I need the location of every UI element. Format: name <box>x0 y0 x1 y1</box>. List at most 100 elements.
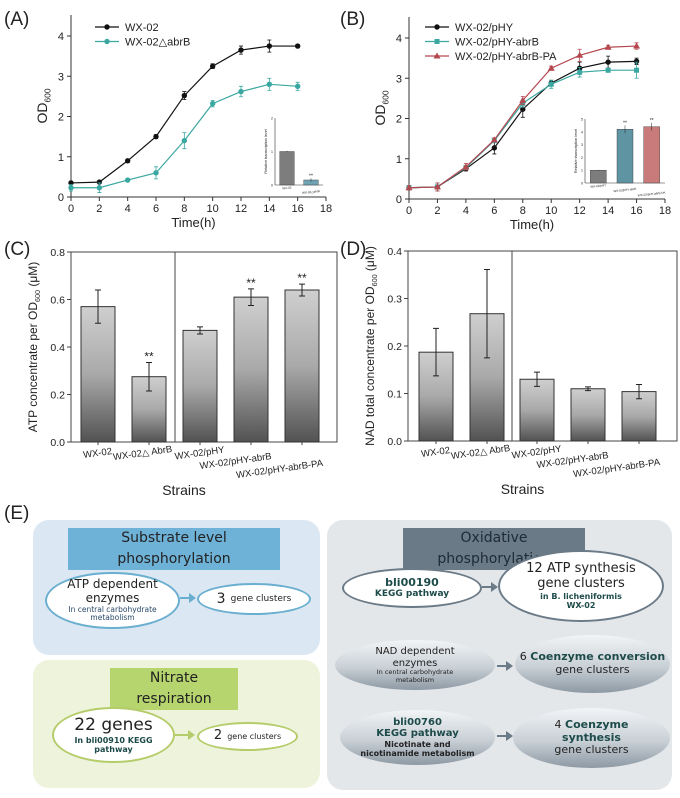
y-tick-label: 3 <box>396 73 402 85</box>
y-tick-label: 0.2 <box>50 390 65 402</box>
error-bar <box>95 289 101 324</box>
data-point <box>153 170 159 176</box>
y-tick-label: 0.3 <box>387 294 402 306</box>
cluster-text: gene clusters <box>230 593 292 604</box>
y-tick-label: 0.2 <box>387 341 402 353</box>
data-point <box>104 38 110 45</box>
data-point <box>434 24 440 30</box>
arrow-icon <box>175 730 195 740</box>
coenzyme-synthesis-label: Coenzyme synthesis <box>562 718 629 744</box>
inset-tick-label: 0 <box>581 182 583 186</box>
panel-label-c: (C) <box>4 239 30 260</box>
error-bar <box>534 371 540 387</box>
data-point <box>181 137 188 144</box>
inset-bar <box>643 126 660 184</box>
bar <box>621 391 657 442</box>
y-tick-label: 2 <box>396 114 402 126</box>
x-tick-label: 0 <box>68 203 74 215</box>
bar <box>519 378 555 442</box>
chart-d: 0.0 0.1 0.2 0.3 0.4 NAD total concentrate per… <box>363 246 678 497</box>
panel-label-d: (D) <box>340 239 366 260</box>
inset-y-label: Relative transcription level <box>574 129 578 173</box>
genes-sub: In bli00910 KEGG pathway <box>74 735 153 754</box>
arrow-icon <box>497 661 513 671</box>
inset-category-label: WX-02 <box>282 186 292 191</box>
error-bar <box>197 326 203 335</box>
x-axis-label: Strains <box>501 481 545 497</box>
nitrate-genes-ellipse: 22 genes In bli00910 KEGG pathway <box>52 707 175 763</box>
inset-tick-label: 4 <box>581 130 583 134</box>
bli00190-ellipse: bli00190 KEGG pathway <box>342 568 482 608</box>
error-bar <box>248 288 254 306</box>
data-point <box>547 64 555 71</box>
y-axis-label: OD600 <box>372 90 391 125</box>
count: 4 <box>554 718 562 732</box>
x-axis-label: Time(h) <box>171 215 215 230</box>
y-axis-label: NAD total concentrate per OD600 (μM) <box>363 246 379 446</box>
error-bar <box>299 283 305 297</box>
error-bar <box>585 386 591 392</box>
data-point <box>266 81 273 88</box>
legend-label: WX-02△abrB <box>125 37 190 49</box>
data-point <box>577 69 583 75</box>
nad-enzymes-ellipse: NAD dependent enzymes In central carbohy… <box>335 640 495 690</box>
error-bar <box>636 383 642 400</box>
inset-bar <box>279 151 295 186</box>
pathway-desc: Nicotinate and nicotinamide metabolism <box>360 739 475 758</box>
x-tick-label: 8 <box>181 203 187 215</box>
x-axis-label: Strains <box>162 482 206 498</box>
data-point <box>434 39 440 44</box>
x-tick-label: 12 <box>574 205 586 217</box>
legend-label: WX-02/pHY <box>455 22 514 34</box>
bar <box>182 329 218 443</box>
x-tick-label: WX-02 <box>421 445 451 460</box>
nad-sub: In central carbohydrate metabolism <box>376 668 454 684</box>
inset-category-label: WX-02/pHY-abrB <box>613 187 636 193</box>
bar <box>284 289 320 443</box>
inset-significance: ** <box>650 118 654 124</box>
data-point <box>96 185 103 191</box>
pathway-label: KEGG pathway <box>376 728 459 740</box>
nitrate-clusters-ellipse: 2 gene clusters <box>197 722 298 751</box>
inset-tick-label: 3 <box>581 143 583 147</box>
organism: in B. licheniformis <box>540 591 622 601</box>
y-tick-label: 0.6 <box>50 295 65 307</box>
y-tick-label: 0.8 <box>50 247 65 259</box>
data-point <box>238 88 244 95</box>
x-tick-label: 18 <box>659 205 671 217</box>
pathway-label: KEGG pathway <box>374 589 450 600</box>
y-tick-label: 4 <box>58 31 64 43</box>
pathway-id: bli00190 <box>385 575 439 589</box>
gene-clusters-text: gene clusters <box>555 663 630 676</box>
substrate-level-box: Substrate level phosphorylation ATP depe… <box>33 520 320 655</box>
data-point <box>548 81 554 87</box>
x-tick-label: 12 <box>235 203 247 215</box>
nitrate-title: Nitrate respiration <box>110 668 238 710</box>
inset-tick-label: 2 <box>271 117 273 121</box>
panel-label-a: (A) <box>4 9 29 30</box>
data-point <box>605 59 611 65</box>
substrate-title: Substrate level phosphorylation <box>68 528 280 570</box>
coenzyme-synthesis-ellipse: 4 Coenzyme synthesis gene clusters <box>513 708 670 768</box>
significance-marker: ** <box>246 276 256 290</box>
x-tick-label: 0 <box>406 205 412 217</box>
data-point <box>181 92 188 99</box>
inset-chart: 0 1 2 Relative transcription level WX-02 ** WX… <box>264 117 323 195</box>
data-point <box>238 47 244 53</box>
data-point <box>633 42 641 49</box>
y-axis-label: ATP concentrate per OD600 (μM) <box>26 262 42 433</box>
atp-enzymes-ellipse: ATP dependent enzymes In central carbohy… <box>45 572 180 629</box>
arrow-icon <box>180 593 196 603</box>
oxidative-box: Oxidative phosphorylation bli00190 KEGG … <box>327 520 672 790</box>
data-point <box>294 43 301 49</box>
data-point <box>209 100 216 107</box>
data-point <box>294 83 301 90</box>
atp-enzymes-sub: In central carbohydrate metabolism <box>68 604 157 623</box>
x-tick-label: WX-02 <box>83 446 113 461</box>
series-line <box>408 60 637 189</box>
chart-a: 0 2 4 6 8 10 12 14 16 1801234Time(h)OD600WX-02WX-… <box>34 15 332 230</box>
charts-area: (A) (B) (C) (D) 0 2 4 6 8 10 12 14 16 1801234Time… <box>4 9 678 498</box>
count: 6 <box>519 650 527 664</box>
bar <box>233 296 269 443</box>
